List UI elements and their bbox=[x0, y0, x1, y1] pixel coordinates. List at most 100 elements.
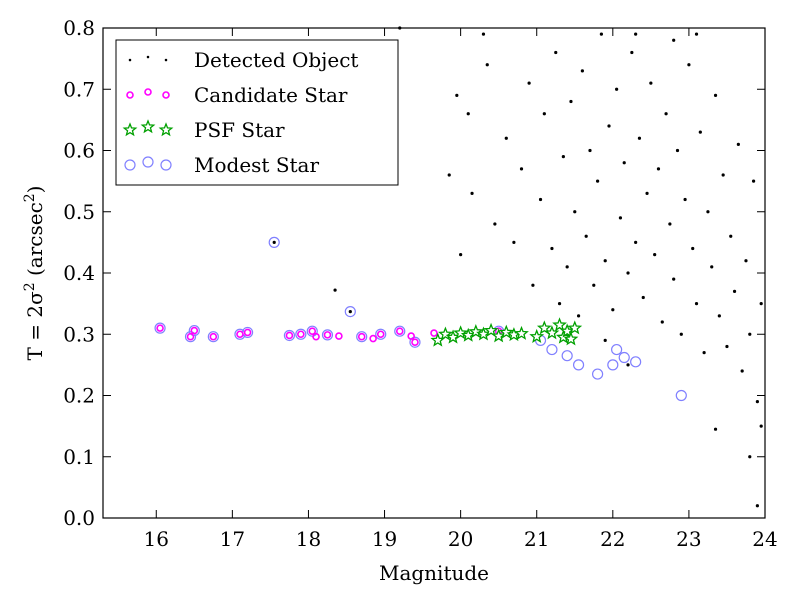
candidate-star-point bbox=[411, 338, 419, 347]
modest-star-point bbox=[611, 343, 623, 356]
detected-object-point bbox=[538, 197, 543, 202]
candidate-star-point bbox=[308, 327, 317, 335]
detected-object-point bbox=[569, 99, 573, 104]
x-tick-label: 24 bbox=[752, 527, 777, 551]
psf-star-point bbox=[567, 320, 583, 335]
detected-object-point bbox=[683, 197, 687, 202]
detected-object-point bbox=[519, 167, 524, 171]
y-axis-title-prefix: T = 2σ bbox=[23, 291, 47, 361]
detected-object-point bbox=[512, 240, 516, 244]
detected-object-point bbox=[672, 277, 676, 281]
legend-marker bbox=[146, 55, 150, 59]
detected-object-point bbox=[653, 253, 657, 257]
candidate-star-point bbox=[156, 324, 164, 332]
detected-object-point bbox=[576, 314, 581, 318]
detected-object-point bbox=[675, 148, 680, 153]
legend-marker bbox=[124, 159, 136, 171]
candidate-star-point bbox=[312, 332, 320, 341]
legend: Detected Object Candidate Star PSF Star Mod… bbox=[115, 39, 399, 186]
y-axis-title-sup1: 2 bbox=[22, 282, 38, 291]
legend-entry-detected-object: Detected Object bbox=[128, 48, 358, 72]
series-psf-star bbox=[430, 317, 583, 347]
detected-object-point bbox=[649, 81, 653, 85]
modest-star-point bbox=[344, 305, 356, 318]
axes: 16 17 18 19 20 21 22 23 24 0.0 0.1 0.2 0.3 0.4 0.5 0.6 0… bbox=[63, 16, 778, 551]
detected-object-point bbox=[634, 240, 638, 244]
modest-star-point bbox=[295, 328, 307, 340]
y-tick-label: 0.7 bbox=[63, 77, 95, 101]
detected-object-point bbox=[557, 302, 562, 306]
legend-label: Detected Object bbox=[194, 48, 358, 72]
modest-star-point bbox=[188, 324, 200, 337]
y-axis-title: T = 2σ2 (arcsec2) bbox=[22, 185, 47, 360]
psf-star-point bbox=[544, 325, 560, 340]
candidate-star-point bbox=[369, 334, 377, 343]
detected-object-point bbox=[645, 191, 649, 195]
detected-object-point bbox=[721, 173, 725, 177]
modest-star-point bbox=[409, 336, 421, 348]
detected-object-point bbox=[592, 283, 596, 287]
detected-object-point bbox=[470, 191, 474, 195]
candidate-star-point bbox=[209, 332, 218, 341]
modest-star-point bbox=[207, 331, 219, 343]
detected-object-point bbox=[744, 259, 748, 263]
detected-object-point bbox=[736, 142, 740, 146]
legend-marker bbox=[162, 91, 170, 99]
modest-star-point bbox=[184, 331, 197, 343]
candidate-star-point bbox=[186, 332, 195, 341]
detected-object-point bbox=[759, 424, 763, 428]
detected-object-point bbox=[702, 351, 706, 355]
detected-object-point bbox=[694, 302, 699, 306]
detected-object-point bbox=[584, 234, 588, 238]
psf-star-point bbox=[483, 322, 499, 337]
detected-object-point bbox=[672, 38, 676, 42]
candidate-star-point bbox=[236, 330, 244, 339]
detected-object-point bbox=[531, 283, 535, 287]
detected-object-point bbox=[759, 302, 763, 306]
legend-label: PSF Star bbox=[194, 118, 285, 142]
x-tick-label: 23 bbox=[676, 527, 701, 551]
detected-object-point bbox=[713, 93, 718, 97]
detected-object-point bbox=[348, 309, 352, 314]
modest-star-point bbox=[283, 329, 296, 342]
detected-object-point bbox=[603, 259, 607, 263]
x-tick-label: 16 bbox=[144, 527, 169, 551]
legend-marker bbox=[144, 88, 152, 96]
x-tick-label: 22 bbox=[600, 527, 625, 551]
detected-object-point bbox=[706, 210, 710, 214]
y-tick-label: 0.8 bbox=[63, 16, 95, 40]
candidate-star-point bbox=[430, 329, 438, 337]
psf-star-point bbox=[563, 331, 579, 346]
modest-star-point bbox=[321, 329, 334, 341]
modest-star-point bbox=[572, 359, 585, 371]
legend-label: Candidate Star bbox=[194, 83, 348, 107]
modest-star-point bbox=[546, 343, 558, 356]
modest-star-point bbox=[375, 328, 387, 340]
detected-object-point bbox=[603, 338, 607, 342]
y-tick-label: 0.6 bbox=[63, 139, 95, 163]
detected-object-point bbox=[630, 50, 634, 55]
detected-object-point bbox=[687, 63, 691, 67]
legend-entry-modest-star: Modest Star bbox=[124, 153, 319, 177]
detected-object-point bbox=[527, 81, 531, 85]
modest-star-point bbox=[561, 350, 573, 362]
detected-object-point bbox=[333, 288, 337, 292]
detected-object-point bbox=[615, 87, 619, 91]
y-tick-label: 0.3 bbox=[63, 322, 95, 346]
detected-object-point bbox=[622, 161, 626, 165]
detected-object-point bbox=[710, 265, 714, 269]
detected-object-point bbox=[732, 289, 737, 293]
detected-object-point bbox=[599, 32, 604, 36]
psf-star-point bbox=[529, 328, 545, 343]
modest-star-point bbox=[675, 389, 687, 402]
psf-star-point bbox=[536, 320, 552, 335]
detected-object-point bbox=[561, 155, 565, 159]
psf-star-point bbox=[468, 324, 484, 339]
modest-star-point bbox=[591, 368, 604, 380]
detected-object-point bbox=[595, 179, 600, 183]
candidate-star-point bbox=[297, 330, 305, 339]
detected-object-point bbox=[565, 265, 569, 269]
modest-star-point bbox=[268, 236, 280, 248]
detected-object-point bbox=[607, 124, 611, 128]
